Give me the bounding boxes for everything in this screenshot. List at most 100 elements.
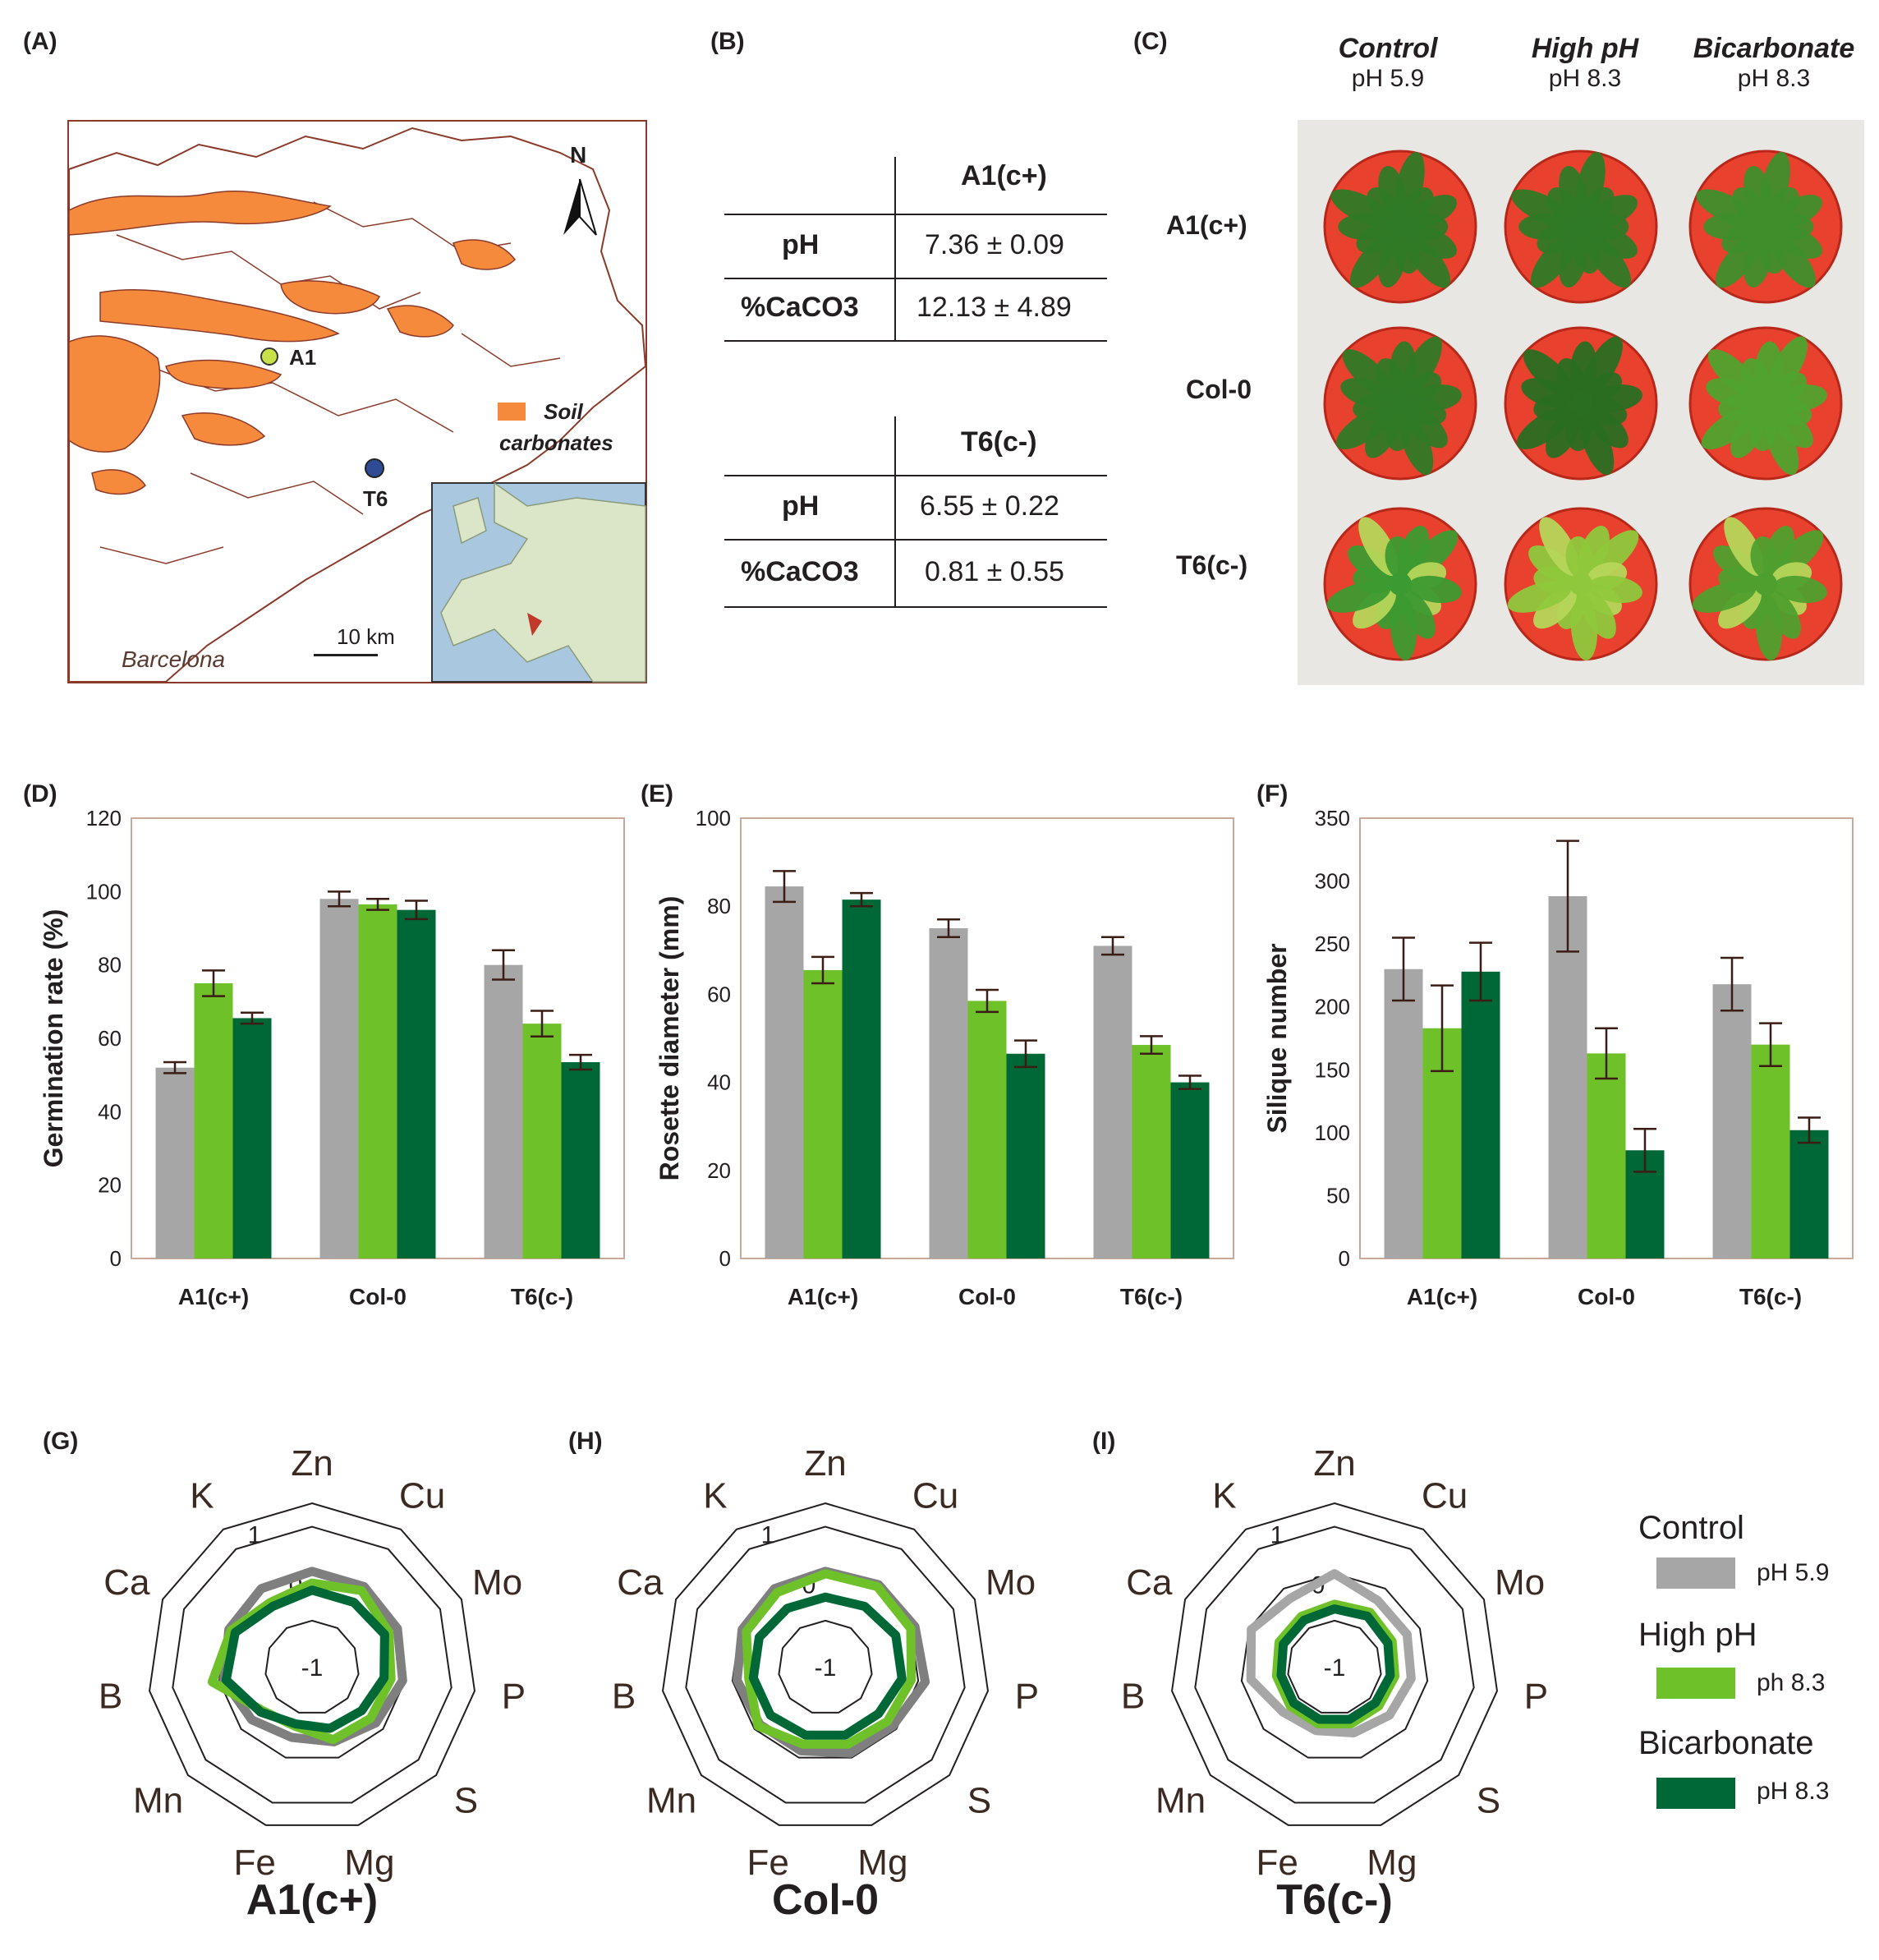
- site-a1-marker: [260, 347, 278, 366]
- legend-highph-label: High pH: [1638, 1617, 1757, 1653]
- y-tick-label: 50: [1326, 1183, 1350, 1208]
- bar: [967, 1001, 1007, 1258]
- radar-ring-label: 1: [1270, 1522, 1284, 1549]
- radar-axis-label: Mo: [472, 1562, 522, 1603]
- x-tick-label: T6(c-): [511, 1284, 573, 1309]
- bar: [1170, 1082, 1210, 1258]
- plant-pot: [1504, 326, 1658, 481]
- radar-axis-label: S: [1477, 1780, 1500, 1820]
- radar-ring-label: 1: [761, 1522, 775, 1549]
- radar-axis-label: P: [1015, 1676, 1039, 1716]
- radar-ring: [1287, 1619, 1382, 1714]
- europe-inset-map: [431, 481, 646, 683]
- chart-germination-rate: 0 20 40 60 80 100 120 Germination rate (%) A1(c+…: [39, 806, 625, 1309]
- y-axis-label: Silique number: [1262, 943, 1292, 1133]
- radar-axis-label: P: [1524, 1676, 1548, 1716]
- north-label: N: [570, 142, 586, 168]
- carbonate-patch: [68, 190, 332, 236]
- radar-axis-label: Mo: [1495, 1562, 1545, 1603]
- panel-label-e: (E): [641, 780, 673, 807]
- y-tick-label: 350: [1315, 806, 1350, 830]
- radar-axis-label: B: [612, 1676, 636, 1716]
- plant-pot: [1688, 150, 1843, 304]
- city-label: Barcelona: [122, 646, 225, 672]
- bar: [232, 1018, 272, 1258]
- bar: [1093, 945, 1132, 1258]
- radar-axis-label: Fe: [233, 1843, 275, 1883]
- y-tick-label: 250: [1315, 932, 1350, 956]
- soil-properties-tables: A1(c+) pH 7.36 ± 0.09 %CaCO3 12.13 ± 4.8…: [723, 152, 1109, 612]
- radar-axis-label: Zn: [1313, 1443, 1355, 1484]
- x-tick-label: A1(c+): [788, 1284, 858, 1309]
- radar-ring: [778, 1619, 873, 1714]
- y-tick-label: 100: [86, 879, 122, 904]
- bar: [561, 1062, 600, 1258]
- radar-axis-label: Mg: [857, 1843, 907, 1883]
- plant-photo: [1298, 120, 1864, 685]
- radar-axis-label: S: [454, 1780, 478, 1820]
- legend-bicarb-ph: pH 8.3: [1757, 1778, 1830, 1805]
- radar-axis-label: Ca: [617, 1562, 664, 1603]
- x-tick-label: T6(c-): [1739, 1284, 1802, 1309]
- radar-axis-label: Fe: [747, 1843, 788, 1883]
- carbonate-swatch: [498, 403, 526, 421]
- plant-pot: [1688, 326, 1843, 481]
- y-tick-label: 80: [98, 953, 122, 978]
- radar-series: [742, 1569, 917, 1749]
- scale-bar: [314, 654, 378, 656]
- bar: [319, 899, 359, 1258]
- table-a1-row-label: pH: [782, 229, 820, 260]
- bar: [484, 964, 523, 1258]
- radar-ring: [172, 1525, 453, 1804]
- panel-label-c: (C): [1133, 28, 1168, 55]
- carbonate-patch: [91, 469, 146, 495]
- y-tick-label: 150: [1315, 1057, 1350, 1082]
- y-tick-label: 0: [1339, 1246, 1350, 1271]
- radar-axis-label: S: [967, 1780, 991, 1820]
- table-t6-row-label: pH: [782, 490, 820, 522]
- radar-axis-label: Zn: [291, 1443, 333, 1484]
- bar: [842, 899, 881, 1258]
- photo-row-a1: A1(c+): [1166, 210, 1247, 240]
- bar: [803, 969, 843, 1258]
- radar-ring-label: -1: [815, 1654, 837, 1682]
- y-tick-label: 0: [110, 1246, 122, 1271]
- table-t6-row-value: 6.55 ± 0.22: [920, 490, 1059, 522]
- radar-axis-label: Mo: [985, 1562, 1036, 1603]
- panel-label-i: (I): [1092, 1428, 1116, 1455]
- radar-series: [748, 1592, 907, 1740]
- north-arrow-icon: [563, 179, 580, 235]
- legend-highph-ph: ph 8.3: [1757, 1669, 1826, 1696]
- carbonate-patch: [99, 288, 340, 343]
- x-tick-label: Col-0: [1578, 1284, 1635, 1309]
- scale-label: 10 km: [337, 624, 395, 649]
- radar-axis-label: Zn: [804, 1443, 846, 1484]
- radar-axis-label: Fe: [1256, 1843, 1298, 1883]
- radar-axis-label: K: [1212, 1475, 1236, 1516]
- radar-title: T6(c-): [1276, 1876, 1393, 1924]
- site-t6-marker: [365, 458, 384, 478]
- y-tick-label: 120: [86, 806, 122, 830]
- panel-label-d: (D): [23, 780, 57, 807]
- bar: [1712, 984, 1752, 1258]
- photo-col-control: Control pH 5.9: [1338, 33, 1438, 92]
- photo-col-high-ph: High pH pH 8.3: [1531, 33, 1639, 92]
- radar-axis-label: Cu: [912, 1475, 958, 1516]
- x-tick-label: Col-0: [958, 1284, 1016, 1309]
- y-tick-label: 40: [707, 1070, 731, 1095]
- radar-axis-label: Mn: [646, 1780, 696, 1820]
- bar: [1384, 968, 1423, 1258]
- radar-legend: Control pH 5.9 High pH ph 8.3 Bicarbonat…: [1638, 1510, 1868, 1838]
- plant-pot: [1323, 326, 1477, 481]
- radar-axis-label: B: [1121, 1676, 1145, 1716]
- y-tick-label: 100: [1315, 1120, 1350, 1145]
- radar-axis-label: Mg: [1367, 1843, 1417, 1883]
- legend-highph-swatch: [1656, 1668, 1735, 1699]
- site-a1-label: A1: [289, 345, 316, 370]
- x-tick-label: A1(c+): [178, 1284, 249, 1309]
- table-t6-header: T6(c-): [961, 426, 1037, 458]
- x-tick-label: T6(c-): [1120, 1284, 1183, 1309]
- radar-ring-label: -1: [1324, 1654, 1346, 1682]
- site-t6-label: T6: [363, 486, 388, 511]
